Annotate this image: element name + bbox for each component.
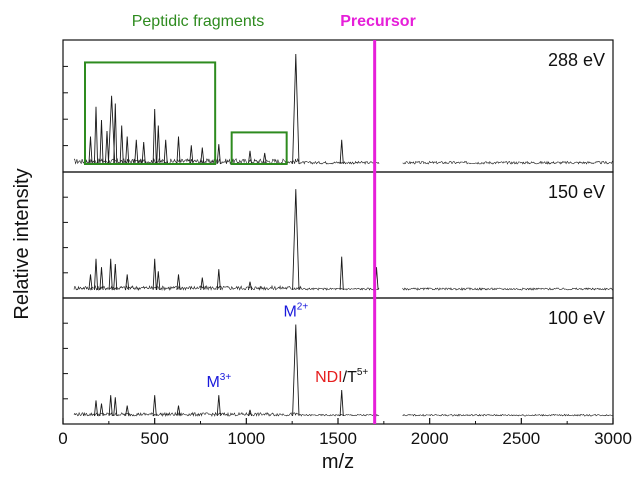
panel-frame <box>62 39 614 173</box>
peak-annotation: M2+ <box>283 301 308 320</box>
x-tick-label: 0 <box>58 429 67 448</box>
spectrum-peak <box>88 136 93 165</box>
annotation-charge: 5+ <box>357 367 369 378</box>
spectrum-peak <box>108 395 113 417</box>
spectrum-peak <box>134 139 139 165</box>
spectrum-peak <box>200 277 205 291</box>
energy-label: 100 eV <box>548 308 605 328</box>
spectrum-peak <box>88 274 93 291</box>
spectrum-peak <box>99 267 104 291</box>
annotation-ndi: NDI <box>315 369 343 386</box>
annotation-charge: 3+ <box>220 372 232 383</box>
x-tick-label: 500 <box>140 429 168 448</box>
y-axis-title: Relative intensity <box>11 168 33 319</box>
peak-annotation: NDI/T5+ <box>315 367 368 386</box>
spectrum-peak <box>247 281 253 291</box>
spectrum-peak <box>247 409 253 417</box>
spectrum-peak <box>292 324 300 417</box>
spectrum-peak <box>99 403 104 417</box>
spectrum-baseline <box>73 157 614 165</box>
fragment-region-box <box>84 61 217 165</box>
spectrum-peak <box>93 258 99 291</box>
annotation-base: /T <box>343 369 357 386</box>
spectrum-baseline <box>73 411 614 418</box>
spectrum-peak <box>339 389 344 417</box>
spectrum-peak <box>216 144 221 165</box>
spectrum-peak <box>156 125 161 165</box>
spectrum-peak <box>119 125 124 165</box>
panel-frame <box>62 297 614 425</box>
spectrum-peak <box>200 147 205 165</box>
x-axis: 0 500 1000 1500 2000 2500 3000 <box>58 418 632 448</box>
spectrum-peak <box>339 139 344 165</box>
energy-label: 288 eV <box>548 50 605 70</box>
x-tick-label: 2000 <box>411 429 449 448</box>
spectrum-peak <box>125 405 130 417</box>
spectrum-peak <box>292 189 300 291</box>
spectrum-peak <box>152 395 157 417</box>
spectrum-peak <box>107 95 116 165</box>
spectrum-peak <box>262 152 267 165</box>
spectrum-peak <box>339 256 344 291</box>
annotation-base: M <box>206 374 219 391</box>
spectrum-peak <box>216 269 221 291</box>
spectrum-peak <box>216 395 221 417</box>
spectrum-peak <box>141 141 146 165</box>
spectrum-peak <box>176 405 181 417</box>
spectrum-peak <box>125 274 130 291</box>
spectrum-peak <box>176 274 181 291</box>
annotation-charge: 2+ <box>297 301 309 312</box>
spectrum-peak <box>152 108 157 165</box>
spectrum-peak <box>113 397 118 417</box>
spectrum-panel-0: 288 eV <box>62 39 614 173</box>
peak-annotation: M3+ <box>206 372 231 391</box>
annotation-base: M <box>283 303 296 320</box>
spectrum-peak <box>113 103 118 165</box>
peptidic-fragments-label: Peptidic fragments <box>132 13 265 30</box>
x-axis-title: m/z <box>322 451 354 473</box>
x-tick-label: 2500 <box>502 429 540 448</box>
spectrum-peak <box>152 258 157 291</box>
spectrum-peak <box>292 53 300 165</box>
spectrum-peak <box>176 136 181 165</box>
energy-label: 150 eV <box>548 182 605 202</box>
spectrum-panel-1: 150 eV <box>62 171 614 299</box>
spectrum-peak <box>163 139 168 165</box>
spectrum-peak <box>189 145 194 165</box>
spectrum-peak <box>104 130 110 165</box>
spectrum-peak <box>247 150 253 165</box>
panel-frame <box>62 171 614 299</box>
spectrum-peak <box>156 271 161 291</box>
spectrum-peak <box>93 400 99 417</box>
spectrum-peak <box>99 119 104 165</box>
spectrum-baseline <box>73 284 614 292</box>
spectrum-peak <box>93 106 99 165</box>
x-tick-label: 1000 <box>227 429 265 448</box>
spectrum-peak <box>125 136 130 165</box>
fragment-boxes-layer <box>84 61 288 165</box>
precursor-label: Precursor <box>340 13 416 30</box>
spectrum-peak <box>108 258 113 291</box>
fragment-region-box <box>230 131 288 165</box>
x-tick-label: 3000 <box>594 429 632 448</box>
x-tick-label: 1500 <box>319 429 357 448</box>
spectrum-peak <box>113 263 118 291</box>
